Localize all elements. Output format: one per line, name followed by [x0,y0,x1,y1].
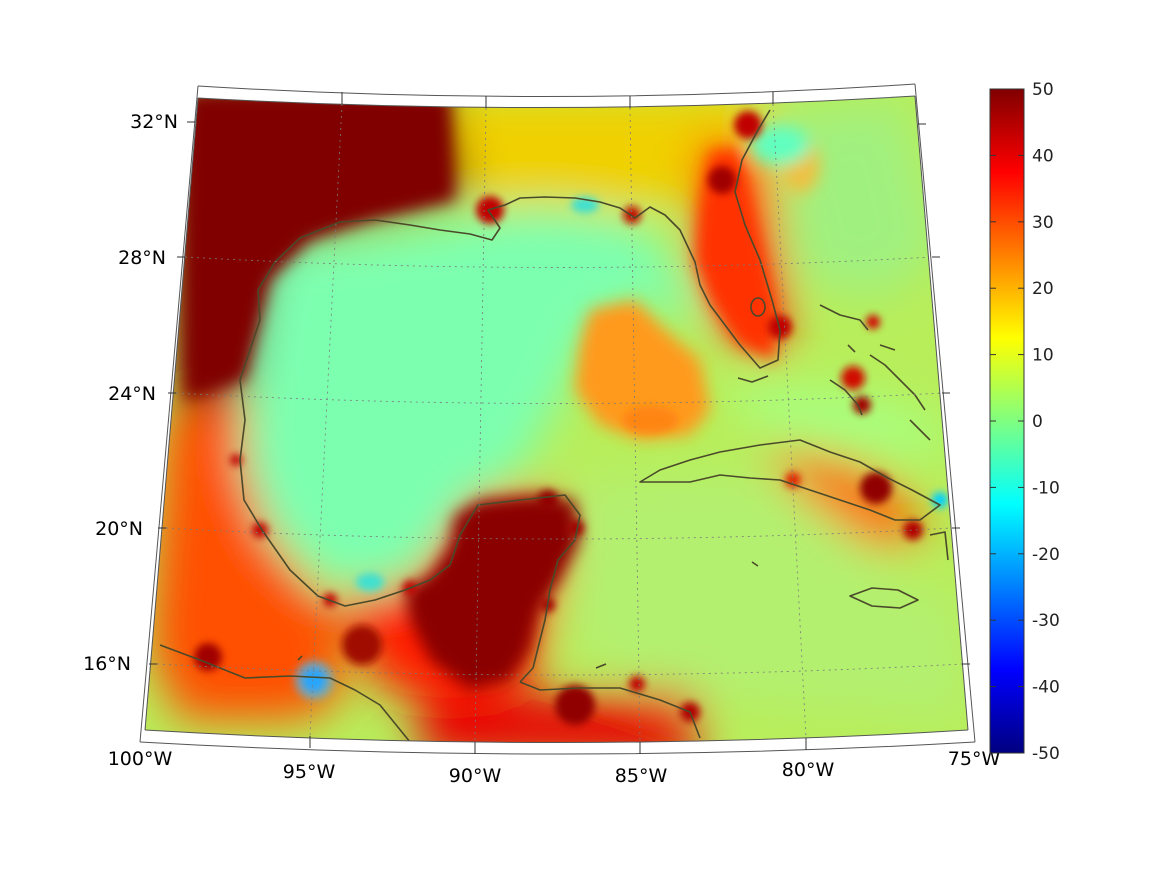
colorbar-tick-label: 20 [1032,279,1054,299]
lon-label-85w: 85°W [615,765,668,787]
colorbar-tick-label: 50 [1032,80,1054,100]
lat-labels: 32°N 28°N 24°N 20°N 16°N [83,111,178,675]
colorbar-tick-label: -50 [1032,744,1060,764]
lat-label-24: 24°N [108,383,156,405]
lon-label-75w: 75°W [948,748,1001,770]
lon-label-95w: 95°W [283,761,336,783]
lat-label-16: 16°N [83,653,131,675]
frame-ticks [149,92,970,754]
lat-label-32: 32°N [130,111,178,133]
lon-label-90w: 90°W [449,765,502,787]
coastlines [159,109,949,743]
map-frame [139,83,976,755]
colorbar-tick-label: -20 [1032,545,1060,565]
colorbar-tick-label: 0 [1032,412,1043,432]
lon-labels: 100°W 95°W 90°W 85°W 80°W 75°W [108,748,1001,787]
lon-label-100w: 100°W [108,748,173,770]
lat-label-28: 28°N [118,247,166,269]
colorbar-tick-label: -10 [1032,478,1060,498]
map-field [145,96,968,743]
colorbar-tick-label: 30 [1032,213,1054,233]
colorbar-tick-label: 40 [1032,146,1054,166]
colorbar: 50 40 30 20 10 0 -10 -20 -30 -40 -50 [989,80,1060,764]
lat-label-20: 20°N [95,518,143,540]
colorbar-tick-label: -30 [1032,611,1060,631]
colorbar-tick-label: 10 [1032,346,1054,366]
colorbar-tick-label: -40 [1032,678,1060,698]
lon-label-80w: 80°W [782,759,835,781]
